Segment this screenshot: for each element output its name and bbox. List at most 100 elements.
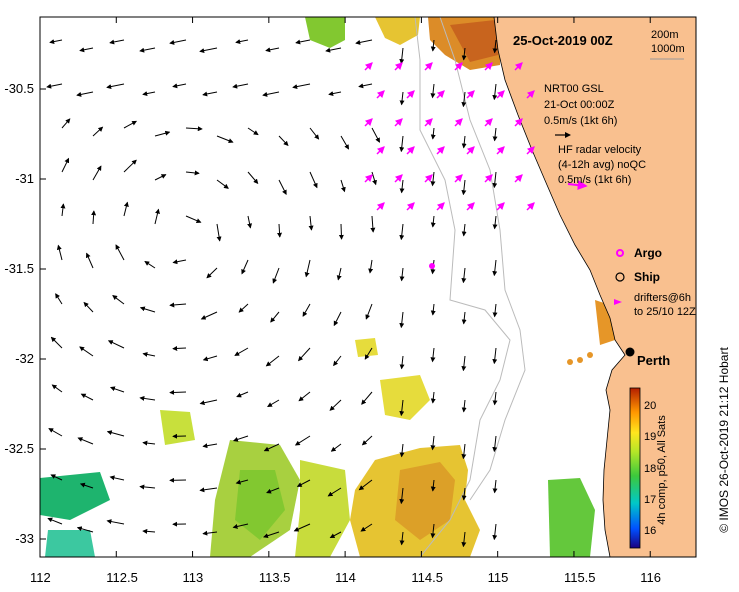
argo-float [429, 263, 435, 269]
sst-patch-west-small [45, 530, 95, 557]
model-vector [492, 259, 498, 277]
model-vector [154, 208, 160, 225]
model-vector [80, 393, 94, 401]
lat-tick-label: -31.5 [4, 261, 34, 276]
model-vector [79, 482, 94, 489]
sst-patch-coast-north-core [450, 20, 498, 62]
model-vector [430, 215, 436, 228]
sst-patch-east [548, 478, 595, 557]
model-vector [371, 127, 380, 143]
radar-vector [436, 202, 445, 211]
radar-vector [484, 62, 493, 71]
model-vector [430, 347, 436, 363]
model-vector [154, 174, 167, 181]
sst-patch-center-spot [355, 338, 378, 357]
model-vector [199, 399, 218, 406]
radar-vector [406, 90, 415, 99]
model-vector [399, 135, 405, 153]
radar-vector [364, 118, 373, 127]
model-vector [154, 130, 171, 137]
lon-tick-label: 112 [30, 570, 51, 585]
model-vector [123, 159, 137, 173]
sst-patches [40, 17, 615, 557]
imos-credit: © IMOS 26-Oct-2019 21:12 Hobart [717, 347, 731, 533]
model-vector [106, 430, 125, 437]
model-vector [247, 215, 253, 229]
model-vector [109, 475, 125, 481]
model-vector [139, 47, 156, 53]
model-vector [51, 384, 63, 393]
radar-vector [466, 146, 475, 155]
model-vector [185, 215, 202, 223]
model-vector [461, 91, 467, 108]
model-name: NRT00 GSL [544, 83, 604, 95]
model-vector [361, 435, 373, 446]
sst-patch-north-green [305, 17, 345, 48]
model-vector [399, 443, 405, 458]
model-vector [107, 340, 125, 349]
model-vector [461, 267, 467, 284]
model-vector [232, 435, 249, 442]
model-vector [430, 435, 436, 451]
model-vector [430, 83, 436, 99]
model-vector [430, 391, 436, 404]
model-vector [328, 91, 342, 97]
model-vector [83, 301, 94, 313]
model-vector [278, 179, 287, 196]
model-vector [144, 260, 156, 269]
model-vector [294, 435, 311, 446]
model-vector [263, 531, 280, 539]
model-vector [77, 437, 94, 445]
model-vector [235, 479, 249, 485]
model-vector [169, 302, 187, 308]
model-vector [492, 127, 498, 142]
radar-vector [424, 118, 433, 127]
radar-vector [526, 90, 535, 99]
sst-patch-mid-south [160, 410, 195, 445]
model-vector [92, 126, 104, 137]
model-vector [492, 523, 498, 541]
model-vector [48, 428, 63, 437]
model-vector [55, 293, 63, 305]
model-vector [399, 179, 405, 194]
radar-vector [436, 90, 445, 99]
model-vector [142, 528, 156, 534]
model-vector [247, 127, 259, 136]
model-vector [399, 47, 405, 65]
model-vector [106, 519, 125, 525]
lon-tick-label: 114.5 [411, 570, 443, 585]
model-vector [492, 83, 498, 101]
model-vector [202, 530, 218, 536]
radar-vector [514, 62, 523, 71]
model-vector [235, 39, 249, 45]
radar-vector [496, 202, 505, 211]
model-vector [142, 352, 156, 357]
model-vector [360, 523, 373, 532]
axis-tickmarks [39, 17, 651, 557]
contour-1000m [439, 17, 526, 501]
model-vector [329, 399, 342, 411]
model-vector [430, 479, 436, 492]
radar-vector [454, 174, 463, 183]
model-vector [461, 47, 467, 61]
model-vector [333, 355, 342, 367]
model-vector [492, 391, 498, 406]
drifter-track [567, 327, 611, 365]
model-vector [461, 487, 467, 501]
model-vector [368, 259, 374, 274]
model-vector [206, 267, 218, 279]
radar-vector [484, 118, 493, 127]
model-vector [304, 259, 311, 278]
model-vector [333, 311, 342, 327]
model-vector [241, 259, 249, 275]
land-western-australia [493, 17, 696, 557]
radar-scale-arrow [567, 180, 588, 191]
lat-tick-label: -30.5 [4, 81, 34, 96]
model-vector [265, 355, 280, 367]
model-vector [399, 91, 405, 106]
perth-marker [625, 347, 635, 357]
model-vector [60, 203, 66, 217]
sst-patch-southwest-core [235, 470, 285, 540]
model-vector [461, 223, 467, 237]
lat-tick-label: -33 [15, 531, 34, 546]
